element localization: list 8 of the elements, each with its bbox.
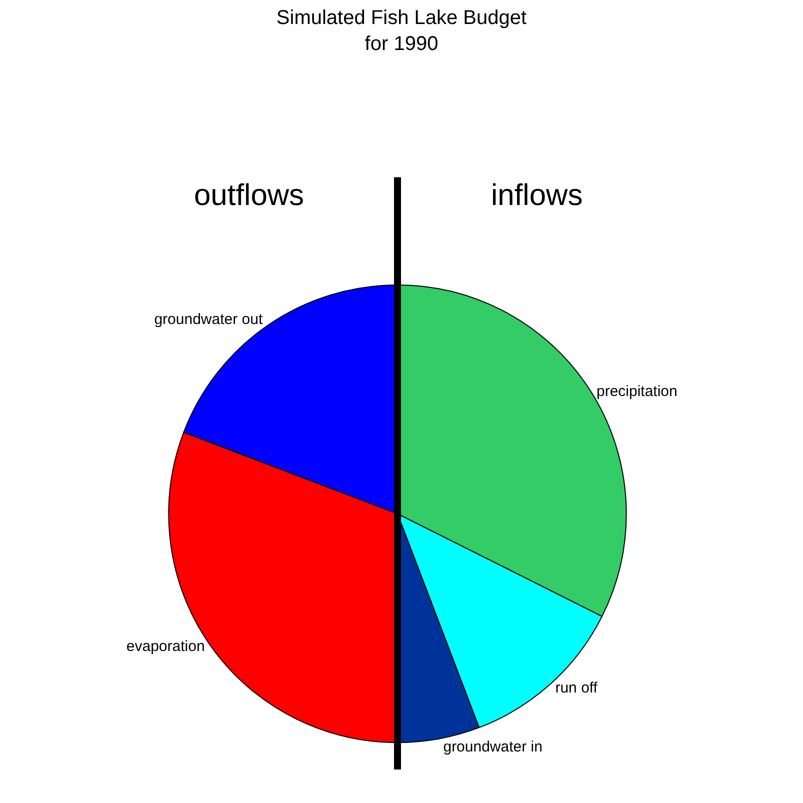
slice-label: run off xyxy=(555,680,598,697)
slice-label: groundwater out xyxy=(154,311,264,328)
text: outflows xyxy=(194,179,304,212)
slice-label: evaporation xyxy=(126,638,205,655)
chart-title: Simulated Fish Lake Budget for 1990 xyxy=(276,7,528,55)
text: inflows xyxy=(491,179,583,212)
slice-label: precipitation xyxy=(596,382,678,400)
slice-label: groundwater in xyxy=(443,738,542,756)
